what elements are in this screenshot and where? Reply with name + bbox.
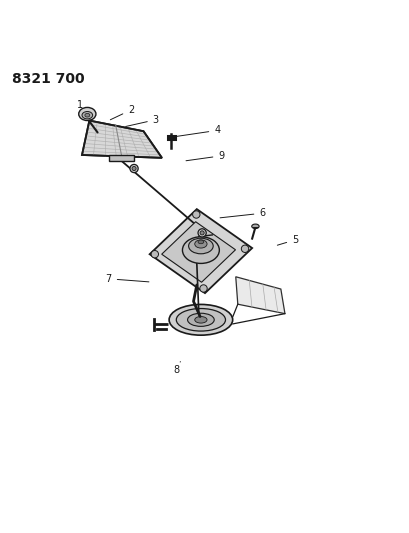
Text: 9: 9 [186,151,224,161]
Text: 8: 8 [173,361,180,375]
Polygon shape [149,209,252,293]
Circle shape [151,251,158,258]
Ellipse shape [82,111,92,119]
Ellipse shape [198,240,203,244]
Circle shape [130,164,138,173]
Circle shape [132,166,136,171]
Text: 1: 1 [77,100,86,112]
Text: 7: 7 [105,274,148,284]
Ellipse shape [194,240,207,248]
Text: 4: 4 [173,125,220,137]
Ellipse shape [187,313,213,326]
Ellipse shape [188,238,213,254]
Circle shape [199,285,207,292]
Text: 5: 5 [276,235,298,245]
Circle shape [192,211,200,218]
Text: 8321 700: 8321 700 [12,72,85,86]
Ellipse shape [79,108,96,120]
Ellipse shape [182,237,219,263]
Polygon shape [109,156,134,161]
Text: 3: 3 [126,115,158,126]
Polygon shape [82,120,162,158]
Circle shape [198,229,206,237]
Polygon shape [161,222,235,282]
Circle shape [241,245,248,253]
Polygon shape [235,277,284,313]
Text: 6: 6 [220,208,265,218]
Ellipse shape [194,317,207,323]
Ellipse shape [169,304,232,335]
Ellipse shape [85,114,90,117]
Ellipse shape [251,224,258,229]
Circle shape [200,231,204,235]
Text: 2: 2 [110,105,134,120]
Ellipse shape [176,309,225,331]
